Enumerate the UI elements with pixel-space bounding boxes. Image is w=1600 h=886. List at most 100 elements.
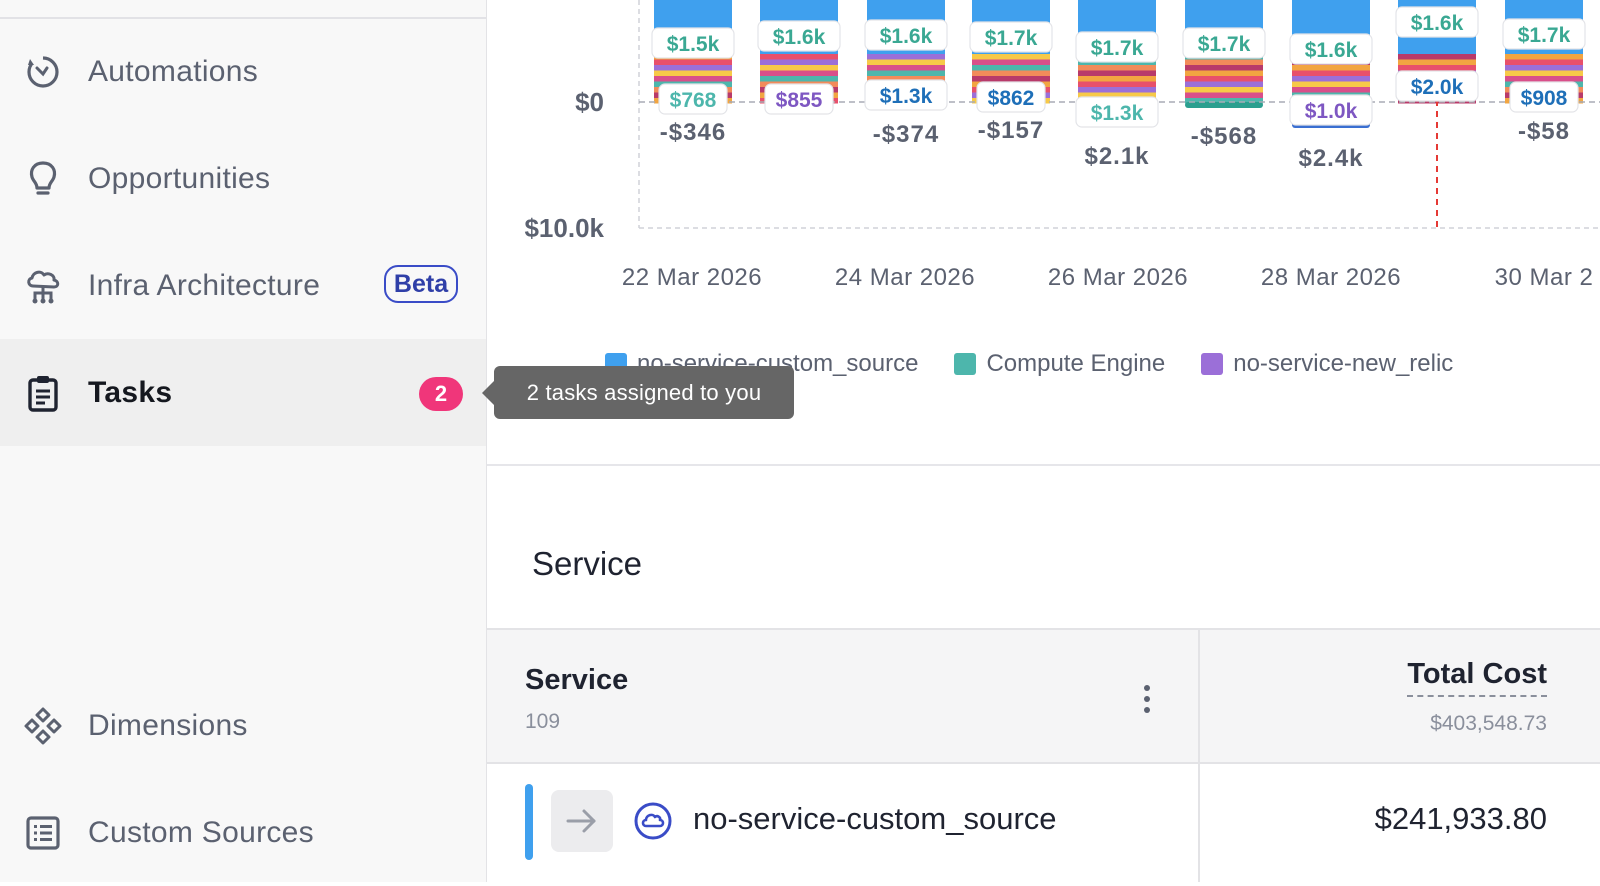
sidebar-item-label: Custom Sources xyxy=(88,815,314,849)
chart-bar-segment xyxy=(760,70,838,76)
data-label-mid: $855 xyxy=(776,89,823,112)
chart-bar-segment xyxy=(867,59,945,65)
chart-bar-segment xyxy=(654,70,732,76)
chart-bar-segment xyxy=(1078,81,1156,87)
data-label-top-bg xyxy=(864,19,948,51)
column-header-service[interactable]: Service xyxy=(525,664,629,696)
data-label-mid-bg xyxy=(1509,81,1579,113)
list-icon xyxy=(22,812,64,854)
sidebar-item-label: Infra Architecture xyxy=(88,268,321,302)
data-label-mid: $1.0k xyxy=(1305,100,1358,123)
chart-bar-segment xyxy=(1185,98,1263,104)
architecture-icon xyxy=(22,265,64,307)
data-label-diff: $2.4k xyxy=(1298,145,1363,172)
chart-bar-segment xyxy=(1078,65,1156,71)
x-tick-label: 26 Mar 2026 xyxy=(1048,264,1188,291)
sidebar-item-automations[interactable]: Automations xyxy=(0,18,486,125)
data-label-diff: -$568 xyxy=(1191,123,1257,150)
chart-bar-segment xyxy=(972,59,1050,65)
chart-bar-segment xyxy=(1185,59,1263,65)
data-label-mid-bg xyxy=(976,81,1046,113)
table-header: Service 109 Total Cost $403,548.73 xyxy=(487,628,1600,764)
data-label-diff: -$58 xyxy=(1518,118,1570,145)
sidebar-item-custom-sources[interactable]: Custom Sources xyxy=(0,779,486,886)
drilldown-button[interactable] xyxy=(551,790,613,852)
legend-label: Compute Engine xyxy=(986,350,1166,377)
chart-bar-segment xyxy=(1078,92,1156,98)
legend-swatch xyxy=(1201,353,1224,375)
data-label-mid: $768 xyxy=(670,89,717,112)
legend-label: no-service-new_relic xyxy=(1233,350,1454,377)
chart-bar-segment xyxy=(1292,65,1370,71)
data-label-top-bg xyxy=(1289,33,1373,65)
chart-bar-segment xyxy=(972,65,1050,71)
task-count-badge: 2 xyxy=(419,377,463,411)
automations-icon xyxy=(22,51,64,93)
chart-bar-segment xyxy=(867,54,945,60)
chart-bar-segment xyxy=(760,59,838,65)
beta-badge: Beta xyxy=(384,265,458,303)
chart-bar-segment xyxy=(1292,81,1370,87)
legend-item[interactable]: no-service-new_relic xyxy=(1201,350,1453,378)
chart-bar-segment xyxy=(1185,70,1263,76)
legend-swatch xyxy=(954,353,977,375)
chart-bar-negative xyxy=(1185,102,1263,108)
cost-chart: $0 $10.0k 22 Mar 2026 24 Mar 2026 26 Mar 20… xyxy=(487,0,1600,465)
data-label-mid: $862 xyxy=(988,87,1035,110)
data-label-top: $1.6k xyxy=(880,25,933,48)
chart-bar-segment xyxy=(1292,70,1370,76)
chart-bar-segment xyxy=(654,59,732,65)
cloud-icon xyxy=(633,801,673,841)
data-label-mid-bg xyxy=(864,79,948,111)
data-label-top-bg xyxy=(1075,31,1159,63)
chart-bar-segment xyxy=(1398,65,1476,71)
x-tick-label: 30 Mar 2 xyxy=(1495,264,1594,291)
sidebar: Automations Opportunities Infra Architec… xyxy=(0,0,487,882)
column-header-total-cost[interactable]: Total Cost xyxy=(1407,658,1547,697)
chart-bar-segment xyxy=(1505,65,1583,71)
dimensions-icon xyxy=(22,705,64,747)
data-label-top-bg xyxy=(651,27,735,59)
clipboard-icon xyxy=(22,372,64,414)
chart-bar-segment xyxy=(654,76,732,82)
chart-bar-segment xyxy=(867,76,945,82)
chart-bar-segment xyxy=(1505,54,1583,60)
service-count: 109 xyxy=(525,710,561,733)
sidebar-item-label: Tasks xyxy=(88,375,173,409)
legend-item[interactable]: Compute Engine xyxy=(954,350,1165,378)
sidebar-item-label: Opportunities xyxy=(88,161,271,195)
arrow-right-icon xyxy=(566,809,596,833)
data-label-mid-bg xyxy=(658,83,728,115)
sidebar-item-tasks[interactable]: Tasks 2 xyxy=(0,339,486,446)
data-label-top: $1.6k xyxy=(1305,39,1358,62)
chart-bar-segment xyxy=(1185,81,1263,87)
data-label-diff: -$346 xyxy=(660,119,726,146)
chart-bar-segment xyxy=(1078,76,1156,82)
data-label-mid: $1.3k xyxy=(880,85,933,108)
chart-bar-segment xyxy=(1505,70,1583,76)
section-divider xyxy=(487,464,1600,466)
more-options-icon[interactable] xyxy=(1137,682,1157,716)
x-tick-label: 24 Mar 2026 xyxy=(835,264,975,291)
data-label-mid-bg xyxy=(1075,96,1159,128)
sidebar-divider xyxy=(0,17,486,19)
chart-bar-segment xyxy=(1292,76,1370,82)
sidebar-item-dimensions[interactable]: Dimensions xyxy=(0,672,486,779)
data-label-top-bg xyxy=(1182,27,1266,59)
data-label-top: $1.7k xyxy=(985,27,1038,50)
data-label-mid-bg xyxy=(764,83,834,115)
y-tick-label: $0 xyxy=(575,87,604,117)
chart-bar-segment xyxy=(654,65,732,71)
data-label-top: $1.7k xyxy=(1198,33,1251,56)
chart-bar-segment xyxy=(1185,87,1263,93)
x-tick-label: 28 Mar 2026 xyxy=(1261,264,1401,291)
sidebar-item-infra-architecture[interactable]: Infra Architecture Beta xyxy=(0,232,486,339)
y-tick-label: $10.0k xyxy=(524,213,604,243)
sidebar-item-label: Automations xyxy=(88,54,259,88)
sidebar-item-opportunities[interactable]: Opportunities xyxy=(0,125,486,232)
chart-bar-segment xyxy=(867,70,945,76)
chart-bar-segment xyxy=(1078,70,1156,76)
data-label-top-bg xyxy=(1502,18,1586,50)
chart-bar-segment xyxy=(1398,59,1476,65)
chart-bar-segment xyxy=(1505,59,1583,65)
